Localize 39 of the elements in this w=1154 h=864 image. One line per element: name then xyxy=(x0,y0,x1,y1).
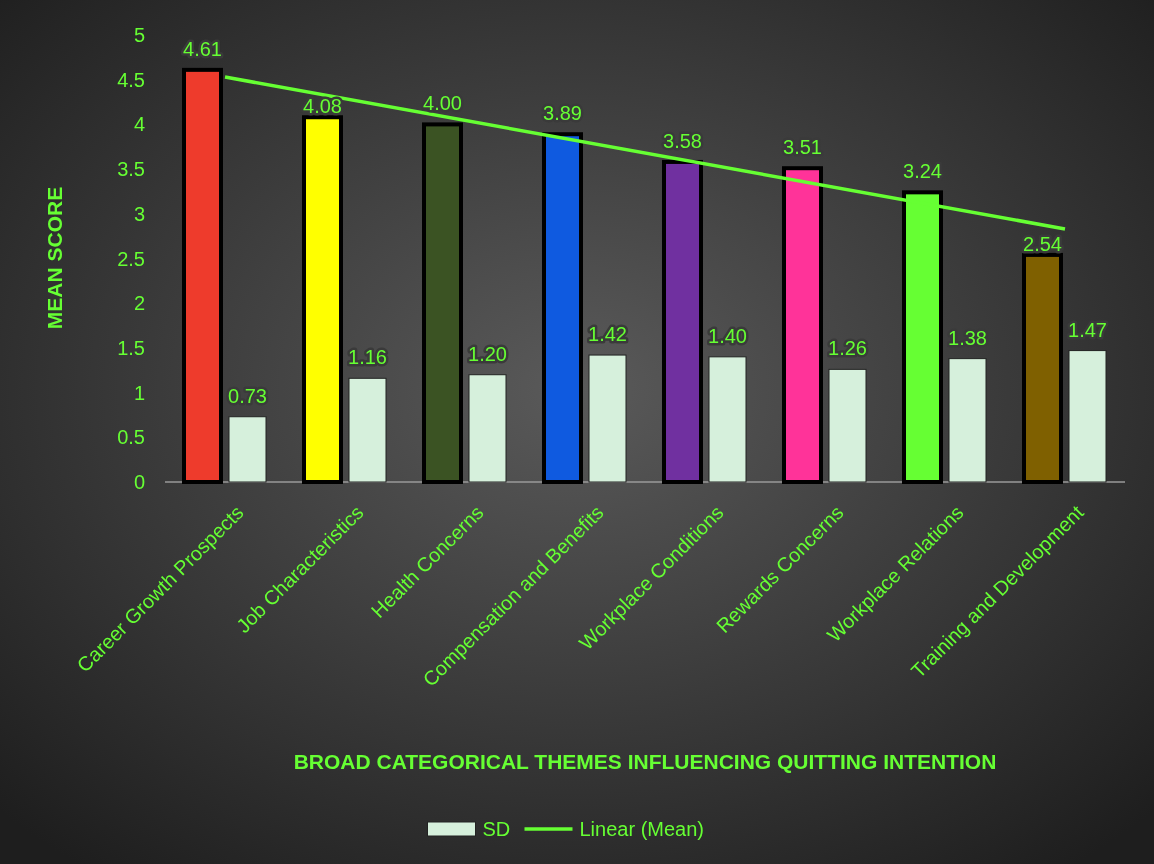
y-tick-label: 4.5 xyxy=(117,68,145,91)
data-label: 4.61 xyxy=(183,37,222,60)
bar xyxy=(708,356,747,483)
data-label: 4.08 xyxy=(303,95,342,118)
y-tick-label: 2.5 xyxy=(117,247,145,270)
bar xyxy=(948,358,987,483)
data-label: 1.42 xyxy=(588,323,627,346)
y-tick-label: 1.5 xyxy=(117,336,145,359)
y-tick-label: 3.5 xyxy=(117,158,145,181)
bar xyxy=(228,416,267,483)
data-label: 4.00 xyxy=(423,92,462,115)
data-label: 0.73 xyxy=(228,384,267,407)
bar xyxy=(348,377,387,483)
y-axis-title: MEAN SCORE xyxy=(43,186,67,330)
data-label: 2.54 xyxy=(1023,232,1062,255)
y-tick-label: 5 xyxy=(133,24,145,46)
x-axis-title: BROAD CATEGORICAL THEMES INFLUENCING QUITTING INTENTION xyxy=(293,750,997,774)
y-tick-label: 2 xyxy=(133,292,145,315)
bar xyxy=(1068,350,1107,483)
data-label: 1.40 xyxy=(708,324,747,347)
bar xyxy=(588,354,627,483)
legend-label: SD xyxy=(482,818,511,840)
data-label: 3.89 xyxy=(543,102,582,125)
data-label: 3.51 xyxy=(783,136,822,159)
data-label: 1.38 xyxy=(948,326,987,349)
data-label: 1.26 xyxy=(828,337,867,360)
data-label: 1.20 xyxy=(468,342,507,365)
bar xyxy=(828,368,867,483)
y-tick-label: 1 xyxy=(133,381,145,404)
y-tick-label: 4 xyxy=(133,113,145,136)
data-label: 3.58 xyxy=(663,129,702,152)
bar xyxy=(468,374,507,483)
y-tick-label: 0 xyxy=(133,471,145,493)
data-label: 3.24 xyxy=(903,160,942,183)
y-tick-label: 0.5 xyxy=(117,426,145,449)
data-label: 1.47 xyxy=(1068,318,1107,341)
legend-label: Linear (Mean) xyxy=(579,818,705,840)
data-label: 1.16 xyxy=(348,346,387,369)
y-tick-label: 3 xyxy=(133,202,145,225)
